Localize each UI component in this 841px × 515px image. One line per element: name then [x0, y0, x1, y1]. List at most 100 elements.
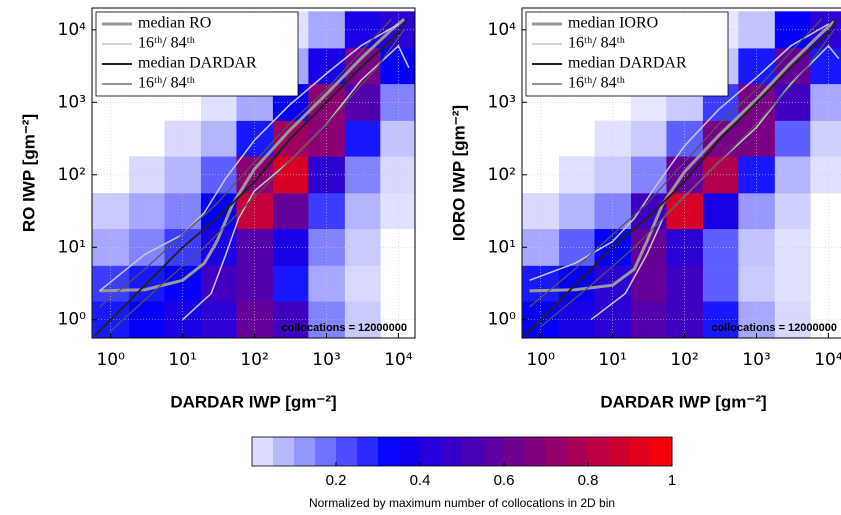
y-tick-label: 10² [58, 165, 86, 185]
series-line [529, 18, 822, 308]
heat-cell [702, 193, 739, 230]
annotation: collocations = 12000000 [281, 322, 407, 334]
colorbar-step [294, 437, 316, 466]
heat-cell [200, 265, 237, 302]
legend-label: 16ᵗʰ/ 84ᵗʰ [568, 75, 625, 92]
colorbar-tick-label: 1 [668, 472, 676, 489]
series-line [110, 29, 405, 332]
colorbar-step [315, 437, 337, 466]
plot-frame [91, 7, 416, 339]
colorbar-step [504, 437, 526, 466]
x-tick-label: 10⁰ [96, 350, 125, 370]
colorbar-step [252, 437, 274, 466]
y-tick-label: 10⁴ [58, 20, 87, 40]
heat-cell [344, 193, 381, 230]
plot-frame [521, 7, 841, 339]
colorbar-step [525, 437, 547, 466]
heat-cell [810, 120, 841, 157]
heat-cell [738, 265, 776, 302]
heat-cell [594, 120, 632, 157]
colorbar-step [357, 437, 379, 466]
x-tick-label: 10³ [742, 350, 770, 370]
x-tick-label: 10² [240, 350, 268, 370]
heat-cell [774, 120, 811, 157]
colorbar-step [546, 437, 568, 466]
heat-cell [236, 265, 274, 302]
legend-box [95, 11, 299, 97]
series-line [99, 18, 392, 308]
heat-cell [630, 120, 667, 157]
colorbar-step [420, 437, 442, 466]
series-line [93, 18, 408, 337]
colorbar-step [651, 437, 673, 466]
heat-cell [594, 193, 632, 230]
colorbar-step [378, 437, 400, 466]
heat-cell [666, 193, 704, 230]
heat-cell [308, 48, 346, 85]
series-line [99, 18, 406, 293]
colorbar-step [588, 437, 610, 466]
heat-cell [308, 193, 346, 230]
colorbar-tick-label: 0.2 [326, 472, 347, 489]
y-tick-label: 10⁰ [488, 310, 517, 330]
colorbar-label: Normalized by maximum number of collocat… [309, 496, 615, 510]
heat-cell [630, 265, 667, 302]
heat-cell [272, 193, 309, 230]
colorbar-tick-label: 0.8 [578, 472, 599, 489]
series-line [99, 23, 399, 292]
colorbar-step [336, 437, 358, 466]
colorbar-step [483, 437, 505, 466]
heat-cell [774, 193, 811, 230]
colorbar-frame [251, 436, 673, 467]
series-line [529, 20, 836, 293]
heat-cell [810, 48, 841, 85]
heat-cell [308, 265, 346, 302]
x-axis-label: DARDAR IWP [gm⁻²] [170, 392, 336, 411]
legend-label: median DARDAR [138, 55, 257, 72]
colorbar-tick-label: 0.4 [410, 472, 431, 489]
colorbar-step [630, 437, 652, 466]
heat-cell [380, 120, 415, 157]
colorbar-step [441, 437, 463, 466]
legend-label: median RO [138, 15, 211, 32]
y-tick-label: 10³ [488, 92, 516, 112]
colorbar-step [567, 437, 589, 466]
heat-cell [200, 120, 237, 157]
annotation: collocations = 12000000 [711, 322, 837, 334]
y-tick-label: 10¹ [488, 237, 516, 257]
heat-cell [702, 265, 739, 302]
y-tick-label: 10⁴ [488, 20, 517, 40]
legend-label: 16ᵗʰ/ 84ᵗʰ [568, 35, 625, 52]
heat-cell [774, 265, 811, 302]
colorbar-step [609, 437, 631, 466]
y-axis-label: RO IWP [gm⁻²] [19, 114, 38, 232]
heat-cell [559, 193, 595, 230]
heat-cell [666, 120, 704, 157]
heat-cell [236, 193, 274, 230]
heat-cell [272, 265, 309, 302]
heat-cell [344, 265, 381, 302]
legend-box [525, 11, 729, 97]
x-tick-label: 10¹ [168, 350, 196, 370]
x-axis-label: DARDAR IWP [gm⁻²] [600, 392, 766, 411]
legend-label: median IORO [568, 15, 658, 32]
legend-label: 16ᵗʰ/ 84ᵗʰ [138, 75, 195, 92]
colorbar-tick-label: 0.6 [494, 472, 515, 489]
legend-label: median DARDAR [568, 55, 687, 72]
y-tick-label: 10⁰ [58, 310, 87, 330]
colorbar-step [399, 437, 421, 466]
colorbar-step [273, 437, 295, 466]
legend-label: 16ᵗʰ/ 84ᵗʰ [138, 35, 195, 52]
heat-cell [164, 120, 202, 157]
y-axis-label: IORO IWP [gm⁻²] [449, 105, 468, 241]
x-tick-label: 10⁴ [814, 350, 841, 370]
heat-cell [738, 193, 776, 230]
y-tick-label: 10¹ [58, 237, 86, 257]
x-tick-label: 10⁰ [526, 350, 555, 370]
heat-cell [380, 193, 415, 230]
heat-cell [92, 193, 130, 230]
colorbar-step [462, 437, 484, 466]
series-line [523, 18, 838, 337]
heat-cell [164, 193, 202, 230]
